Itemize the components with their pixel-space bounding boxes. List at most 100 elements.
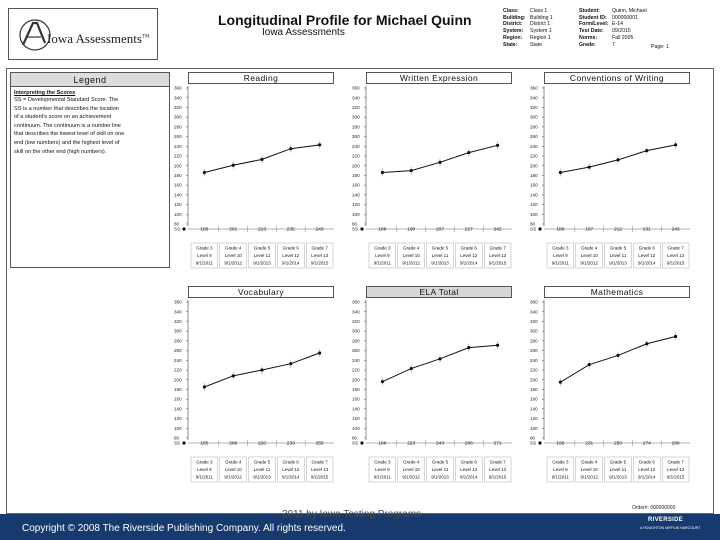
y-tick-label: 300 (530, 115, 538, 120)
legend-text: SS = Developmental Standard Score. The SS… (11, 96, 169, 156)
y-tick-label: 220 (530, 154, 538, 159)
info-row: Class: Class 1 (503, 8, 553, 15)
data-point (202, 385, 206, 389)
ss-bullet-icon (538, 227, 542, 231)
y-tick-label: 100 (174, 426, 182, 431)
chart-svg: 80 100 120 140 160 180 200 220 240 260 280 300 320 34… (174, 300, 334, 483)
ss-value-label: 255 (316, 441, 324, 447)
grade-label: Grade 3 (196, 460, 213, 465)
grade-label: Grade 6 (461, 460, 478, 465)
grade-label: Grade 6 (283, 246, 300, 251)
level-label: Level 11 (432, 467, 449, 472)
info-label: Norms: (579, 34, 598, 41)
level-label: Level 12 (282, 467, 300, 472)
data-point (438, 357, 442, 361)
level-label: Level 12 (638, 253, 656, 258)
y-tick-label: 200 (352, 377, 360, 382)
grade-label: Grade 3 (552, 460, 569, 465)
level-label: Level 9 (375, 467, 390, 472)
ss-value-label: 186 (378, 227, 386, 233)
date-label: 9/1/2013 (253, 261, 271, 266)
data-point (260, 368, 264, 372)
grade-cell (483, 456, 512, 483)
date-label: 9/1/2011 (196, 261, 214, 266)
y-tick-label: 140 (174, 406, 182, 411)
grade-cell (633, 242, 661, 269)
copyright-notice: Copyright © 2008 The Riverside Publishin… (22, 523, 346, 534)
y-tick-label: 200 (174, 163, 182, 168)
info-row: Grade: 7 (579, 42, 647, 49)
grade-label: Grade 4 (225, 246, 242, 251)
legend-line: end (low numbers) and the highest level … (14, 139, 120, 146)
grade-cell (661, 242, 690, 269)
ss-row-label: SS (352, 227, 358, 232)
data-point (231, 163, 235, 167)
info-label: Form/Level: (579, 21, 609, 28)
data-point (289, 362, 293, 366)
date-label: 9/1/2012 (402, 475, 420, 480)
level-label: Level 9 (197, 467, 212, 472)
grade-cell (455, 456, 483, 483)
grade-cell (426, 242, 454, 269)
publisher-tagline: A HOUGHTON MIFFLIN HARCOURT (640, 526, 701, 530)
level-label: Level 12 (460, 253, 478, 258)
publisher-logo: RIVERSIDE A HOUGHTON MIFFLIN HARCOURT (634, 517, 714, 537)
footer-band (0, 514, 720, 540)
y-tick-label: 320 (174, 105, 182, 110)
info-row: Building: Building 1 (503, 15, 553, 22)
info-label: Class: (503, 8, 519, 14)
data-point (645, 149, 649, 153)
y-tick-label: 240 (530, 144, 538, 149)
y-tick-label: 280 (352, 338, 360, 343)
level-label: Level 12 (638, 467, 656, 472)
y-tick-label: 320 (352, 105, 360, 110)
level-label: Level 9 (553, 253, 568, 258)
info-row: Region: Region 1 (503, 35, 553, 42)
level-label: Level 10 (403, 253, 421, 258)
date-label: 9/1/2014 (638, 261, 656, 266)
y-tick-label: 200 (352, 163, 360, 168)
y-tick-label: 320 (352, 319, 360, 324)
date-label: 9/1/2014 (282, 475, 300, 480)
chart-svg: 80 100 120 140 160 180 200 220 240 260 280 300 320 34… (352, 86, 512, 269)
y-tick-label: 180 (530, 173, 538, 178)
y-tick-label: 340 (174, 95, 182, 100)
ss-row-label: SS (174, 441, 180, 446)
y-tick-label: 220 (352, 368, 360, 373)
watermark-text: 2011 by Iowa Testing Programs (282, 509, 422, 520)
y-tick-label: 240 (352, 144, 360, 149)
grade-label: Grade 7 (311, 246, 328, 251)
ss-value-label: 201 (229, 227, 237, 233)
ss-value-label: 243 (672, 227, 680, 233)
y-tick-label: 80 (530, 222, 536, 227)
legend-line: skill on the other end (high numbers). (14, 148, 107, 155)
y-tick-label: 80 (352, 222, 358, 227)
y-tick-label: 260 (174, 134, 182, 139)
grade-label: Grade 7 (667, 460, 684, 465)
data-point (202, 170, 206, 175)
ss-value-label: 197 (585, 227, 593, 233)
date-label: 9/1/2011 (374, 475, 392, 480)
grade-cell (305, 242, 334, 269)
ss-value-label: 227 (465, 227, 473, 233)
chart-written-expression: Written Expression 80 100 120 140 160 180 200 2… (352, 72, 512, 270)
y-tick-label: 80 (174, 436, 180, 441)
data-point (496, 143, 500, 147)
data-point (587, 363, 591, 367)
level-label: Level 10 (225, 253, 243, 258)
date-label: 9/1/2011 (552, 475, 570, 480)
chart-title: Conventions of Writing (544, 72, 690, 84)
y-tick-label: 300 (352, 329, 360, 334)
grade-label: Grade 7 (489, 246, 506, 251)
y-tick-label: 280 (174, 338, 182, 343)
legend-subheading: Interpreting the Scores (14, 90, 76, 96)
y-tick-label: 140 (352, 406, 360, 411)
date-label: 9/1/2014 (638, 475, 656, 480)
date-label: 9/1/2014 (460, 475, 478, 480)
chart-title: Mathematics (544, 286, 690, 298)
grade-label: Grade 3 (552, 246, 569, 251)
grade-label: Grade 4 (403, 460, 420, 465)
info-value: District 1 (530, 21, 551, 28)
grade-cell (633, 456, 661, 483)
y-tick-label: 260 (352, 134, 360, 139)
